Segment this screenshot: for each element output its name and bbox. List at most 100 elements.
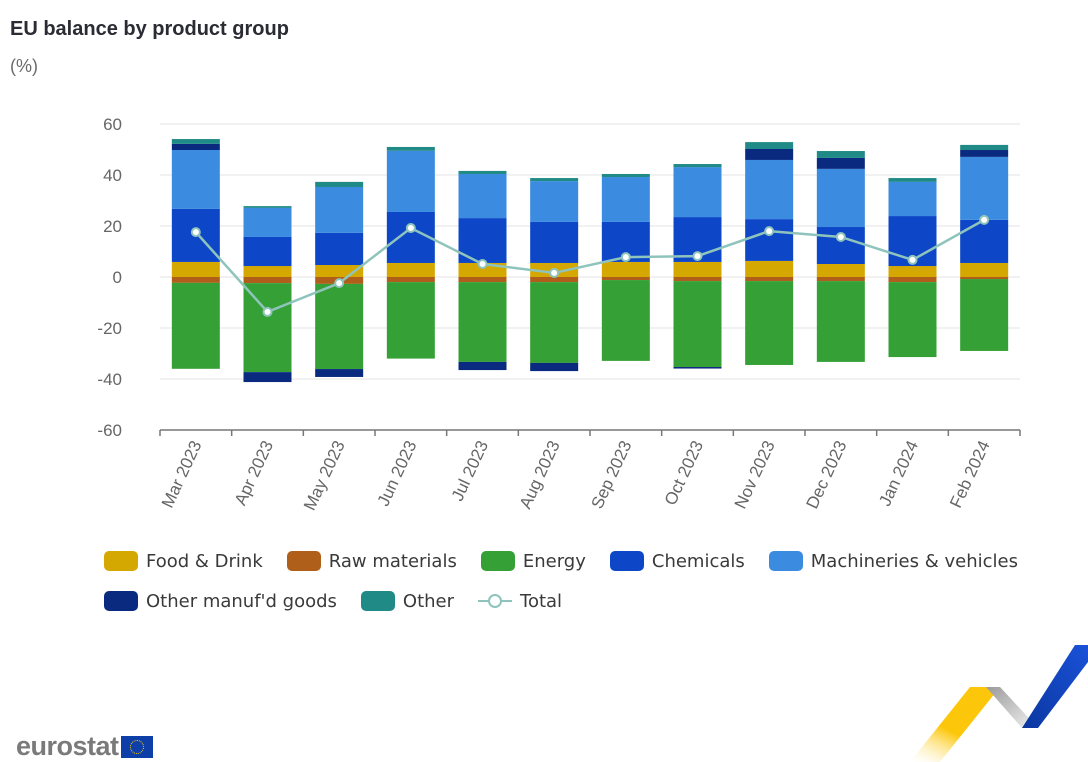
bar-segment-chemicals	[243, 236, 292, 267]
bar-segment-other-manuf-d-goods	[673, 367, 722, 369]
bar-segment-food-drink	[673, 261, 722, 277]
bar-segment-energy	[745, 281, 794, 365]
bar-segment-food-drink	[171, 261, 220, 277]
bars	[171, 139, 1009, 383]
bar-segment-other-manuf-d-goods	[530, 362, 579, 372]
bar-segment-other	[601, 173, 650, 178]
bar-segment-machineries-vehicles	[530, 181, 579, 222]
chart-subtitle: (%)	[10, 56, 38, 76]
legend-item-machineries-vehicles[interactable]: Machineries & vehicles	[768, 551, 1018, 572]
y-tick-label: -60	[97, 421, 122, 440]
bar-segment-other	[243, 206, 292, 208]
total-point	[262, 306, 273, 317]
bar-stack	[601, 173, 650, 361]
legend-label: Other manuf'd goods	[146, 590, 337, 612]
eu-flag-icon	[120, 735, 153, 758]
bar-segment-other	[673, 164, 722, 168]
bar-segment-energy	[601, 280, 650, 361]
bar-segment-other-manuf-d-goods	[458, 361, 507, 371]
chart-title: EU balance by product group	[10, 18, 289, 40]
bar-segment-other-manuf-d-goods	[243, 372, 292, 383]
bar-segment-energy	[673, 281, 722, 368]
raw-materials-swatch-icon	[286, 551, 321, 571]
bar-segment-energy	[458, 282, 507, 362]
legend-item-food-drink[interactable]: Food & Drink	[104, 551, 263, 572]
bar-stack	[243, 206, 292, 383]
bar-segment-raw-materials	[960, 277, 1009, 280]
legend-label: Food & Drink	[146, 550, 263, 572]
bar-segment-other-manuf-d-goods	[315, 369, 364, 377]
bar-segment-energy	[386, 282, 435, 359]
x-tick-label: Apr 2023	[231, 438, 277, 509]
x-tick-label: May 2023	[300, 438, 349, 514]
legend-label: Total	[520, 590, 563, 612]
legend-label: Raw materials	[328, 550, 457, 572]
total-line	[190, 214, 990, 317]
total-point	[477, 258, 488, 269]
total-point	[907, 254, 918, 265]
bar-segment-other-manuf-d-goods	[171, 143, 220, 151]
bar-segment-energy	[315, 283, 364, 370]
total-line-marker-icon	[478, 591, 513, 611]
bar-segment-food-drink	[386, 262, 435, 277]
bar-segment-energy	[243, 283, 292, 373]
bar-segment-raw-materials	[745, 277, 794, 282]
legend-item-chemicals[interactable]: Chemicals	[609, 550, 745, 572]
bar-segment-machineries-vehicles	[960, 156, 1009, 220]
logo-text: eurostat	[16, 731, 119, 761]
bar-segment-energy	[816, 281, 865, 362]
y-tick-label: 0	[113, 268, 122, 287]
total-point	[405, 223, 416, 234]
x-tick-label: Feb 2024	[946, 438, 994, 511]
bar-segment-energy	[171, 282, 220, 369]
total-point	[692, 251, 703, 262]
bar-stack	[386, 146, 435, 359]
bar-segment-other	[816, 151, 865, 158]
bar-segment-raw-materials	[888, 277, 937, 283]
y-tick-label: 60	[103, 115, 122, 134]
bar-segment-machineries-vehicles	[243, 207, 292, 237]
x-tick-label: Nov 2023	[731, 438, 779, 512]
total-point	[620, 252, 631, 263]
bar-segment-food-drink	[243, 266, 292, 277]
bar-segment-other-manuf-d-goods	[745, 148, 794, 160]
bar-segment-chemicals	[530, 221, 579, 263]
bar-segment-machineries-vehicles	[315, 186, 364, 233]
bar-segment-food-drink	[315, 265, 364, 277]
x-tick-label: Aug 2023	[516, 438, 564, 512]
bar-segment-other	[888, 178, 937, 182]
other-manufd-goods-swatch-icon	[104, 591, 138, 611]
x-tick-label: Mar 2023	[158, 438, 206, 511]
bar-stack	[171, 139, 220, 369]
legend-label: Energy	[522, 550, 586, 572]
bar-segment-raw-materials	[243, 277, 292, 284]
bar-stack	[745, 142, 794, 365]
legend-item-energy[interactable]: Energy	[480, 550, 586, 572]
x-tick-label: Oct 2023	[661, 438, 707, 509]
bar-segment-machineries-vehicles	[171, 150, 220, 209]
bar-segment-other	[530, 178, 579, 182]
x-tick-label: Dec 2023	[802, 438, 850, 512]
legend-label: Chemicals	[651, 550, 745, 572]
bar-segment-machineries-vehicles	[816, 168, 865, 228]
legend: Food & Drink Raw materials Energy Chemic…	[104, 548, 1042, 628]
bar-segment-food-drink	[960, 262, 1009, 277]
total-point	[334, 278, 345, 289]
bar-segment-food-drink	[816, 263, 865, 277]
legend-row-2: Other manuf'd goods Other Total	[104, 588, 1042, 614]
bar-segment-other	[315, 181, 364, 187]
total-point	[835, 231, 846, 242]
bar-segment-other	[960, 144, 1009, 151]
legend-item-other-manufd-goods[interactable]: Other manuf'd goods	[104, 591, 337, 612]
legend-item-other[interactable]: Other	[360, 591, 454, 612]
y-axis-ticks: 60 40 20 0 -20 -40 -60	[97, 115, 122, 440]
legend-item-raw-materials[interactable]: Raw materials	[286, 550, 457, 572]
bar-stack	[960, 144, 1009, 351]
legend-item-total[interactable]: Total	[478, 591, 562, 612]
bar-segment-raw-materials	[458, 277, 507, 283]
bar-segment-raw-materials	[171, 277, 220, 283]
bar-segment-food-drink	[888, 266, 937, 277]
bar-stack	[816, 151, 865, 362]
y-tick-label: 20	[103, 217, 122, 236]
bar-segment-raw-materials	[386, 277, 435, 283]
